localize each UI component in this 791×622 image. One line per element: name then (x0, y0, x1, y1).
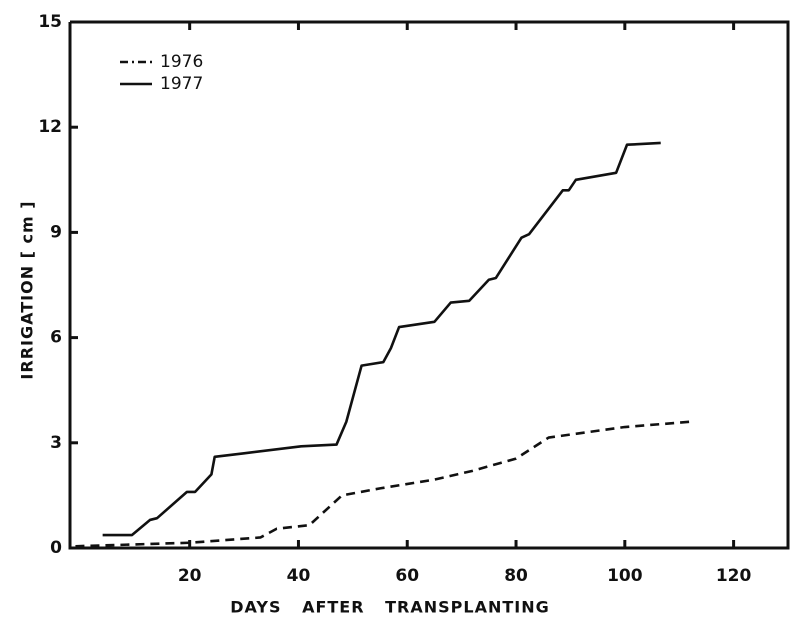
legend-label: 1976 (160, 52, 203, 72)
legend-label: 1977 (160, 74, 203, 94)
x-axis-label: DAYS AFTER TRANSPLANTING (230, 598, 549, 617)
y-tick-label: 9 (50, 222, 62, 242)
x-tick-label: 100 (607, 566, 643, 586)
y-tick-label: 12 (38, 117, 62, 137)
x-tick-label: 60 (395, 566, 419, 586)
y-tick-label: 3 (50, 433, 62, 453)
y-tick-label: 15 (38, 12, 62, 32)
y-tick-label: 0 (50, 538, 62, 558)
plot-frame (68, 20, 790, 550)
x-tick-label: 120 (716, 566, 752, 586)
series-line (75, 420, 691, 548)
x-tick-label: 40 (287, 566, 311, 586)
x-tick-label: 20 (178, 566, 202, 586)
y-axis-label: IRRIGATION [ cm ] (18, 200, 37, 379)
series-line (102, 141, 661, 537)
y-tick-label: 6 (50, 328, 62, 348)
x-tick-label: 80 (504, 566, 528, 586)
